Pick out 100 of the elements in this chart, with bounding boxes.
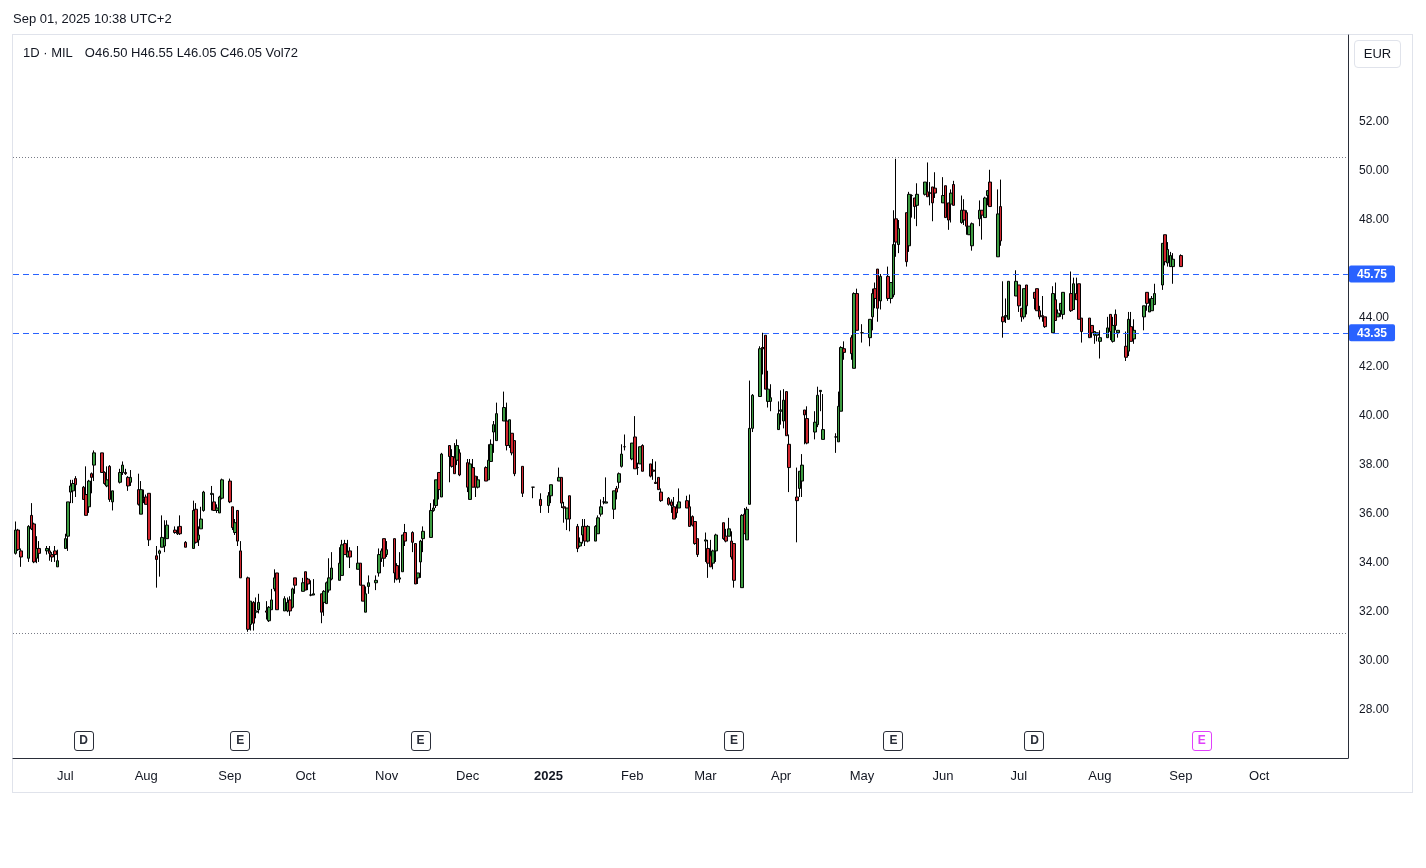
x-tick-label: Nov [375,768,399,783]
x-tick-label: Aug [1088,768,1112,783]
candlestick [231,506,234,531]
candlestick [129,469,132,487]
candlestick [453,442,456,475]
x-tick-label: Mar [694,768,718,783]
annotation: E [230,731,251,751]
candlestick [521,465,524,498]
x-tick-label: Jul [1010,768,1028,783]
y-tick-label: 28.00 [1359,701,1390,716]
y-tick-label: 50.00 [1359,162,1390,177]
candlestick [252,600,255,632]
candlestick [155,545,158,589]
candlestick [210,485,213,511]
text: 1D · MIL [23,45,73,61]
candlestick [283,595,286,612]
candlestick [37,540,41,563]
y-tick-label: 30.00 [1359,652,1390,667]
candlestick [374,574,378,591]
x-tick-label: Oct [295,768,317,783]
candlestick [970,221,974,252]
annotation: O46.50 H46.55 L46.05 C46.05 Vol72 [84,45,299,61]
candlestick [722,522,725,541]
ref-line-label: 45.75 [1357,266,1388,281]
candlestick [312,578,315,596]
chart-subtitle: Sep 01, 2025 10:38 UTC+2 [13,11,172,27]
y-tick-label: 44.00 [1359,309,1390,324]
x-tick-label: Jun [932,768,954,783]
candlestick [620,443,623,469]
y-tick-label: 38.00 [1359,456,1390,471]
candlestick [393,538,396,584]
candlestick [1098,329,1102,360]
candlestick [821,393,825,440]
annotation: E [1191,731,1212,751]
candlestick [688,494,691,527]
candlestick [960,195,963,225]
candlestick [228,478,232,504]
candlestick [48,545,51,562]
y-axis-title: EUR [1363,46,1392,62]
candlestick [568,495,571,532]
annotation: E [410,731,431,751]
y-tick-label: 48.00 [1359,211,1390,226]
y-tick-label: 52.00 [1359,113,1390,128]
candlestick [1033,291,1036,310]
annotation: D [73,731,94,751]
candlestick [265,600,268,621]
candlestick [184,540,187,548]
candlestick [1007,280,1010,320]
candlestick [257,593,260,614]
candlestick [1025,284,1028,315]
x-tick-label: Dec [456,768,480,783]
candlestick [1106,316,1109,339]
x-tick-label: Apr [770,768,792,783]
candlestick [440,452,443,498]
candlestick [1001,280,1005,339]
annotation: D [1024,731,1045,751]
candlestick [803,409,806,445]
x-tick-label: Sep [218,768,242,783]
candlestick [1109,313,1112,341]
x-tick-label: May [849,768,875,783]
candlestick [876,268,879,323]
candlestick [649,463,652,478]
candlestick [748,380,751,505]
candlestick [612,490,616,520]
candlestick [147,492,151,547]
x-tick-label: Jul [56,768,74,783]
candlestick [320,593,323,624]
annotation: E [883,731,904,751]
candlestick [623,433,626,451]
candlestick [641,443,644,472]
x-tick-label: 2025 [534,768,564,783]
candlestick [860,323,864,344]
x-tick-label: Oct [1249,768,1270,783]
y-tick-label: 42.00 [1359,358,1390,373]
candlestick [275,572,279,611]
x-tick-label: Feb [620,768,644,783]
y-tick-label: 34.00 [1359,554,1390,569]
y-tick-label: 32.00 [1359,603,1390,618]
candlestick [539,492,542,514]
candlestick [581,518,584,545]
y-tick-label: 40.00 [1359,407,1390,422]
x-tick-label: Sep [1169,768,1193,783]
ref-line-label: 43.35 [1357,325,1388,340]
candlestick [1179,253,1183,268]
candlestick [448,445,451,483]
candlestick [246,576,250,633]
candlestick [56,549,59,568]
candlestick [309,579,313,597]
annotation: E [724,731,745,751]
candlestick [429,502,433,538]
candlestick [779,389,783,426]
candlestick [163,519,166,553]
candlestick [915,182,919,227]
candlestick [651,458,655,481]
candlestick [805,405,809,445]
candlestick [53,545,57,563]
candlestick [1069,271,1073,313]
y-tick-label: 36.00 [1359,505,1390,520]
candlestick [576,523,579,553]
x-tick-label: Aug [134,768,158,783]
